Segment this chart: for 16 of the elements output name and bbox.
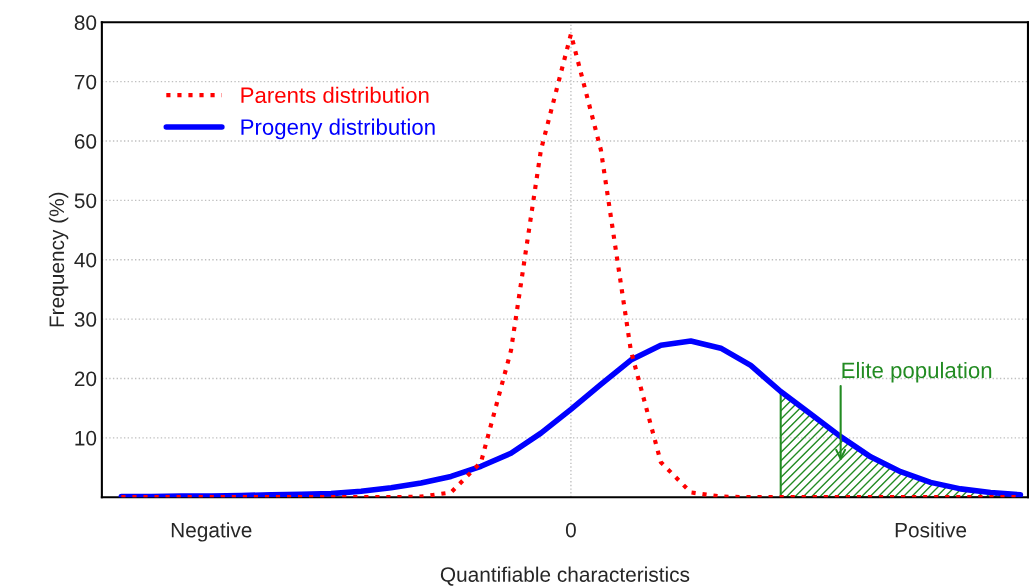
y-tick-label: 10 xyxy=(75,430,97,446)
y-tick-label: 30 xyxy=(74,312,97,327)
x-tick-label: Positive xyxy=(895,522,967,538)
y-tick-label: 40 xyxy=(74,252,97,268)
y-tick-label: 50 xyxy=(74,193,97,209)
y-tick-label: 20 xyxy=(74,371,97,387)
y-tick-label: 80 xyxy=(74,15,97,31)
legend-label: Parents distribution xyxy=(241,86,429,104)
legend-label: Progeny distribution xyxy=(241,118,435,140)
y-tick-label: 60 xyxy=(74,134,97,149)
y-axis-title: Frequency (%) xyxy=(48,192,69,327)
y-tick-label: 70 xyxy=(74,74,97,90)
x-tick-label: Negative xyxy=(171,522,252,542)
x-tick-label: 0 xyxy=(565,522,576,538)
annotation: Elite population xyxy=(842,361,992,383)
x-axis-title: Quantifiable characteristics xyxy=(440,566,690,586)
